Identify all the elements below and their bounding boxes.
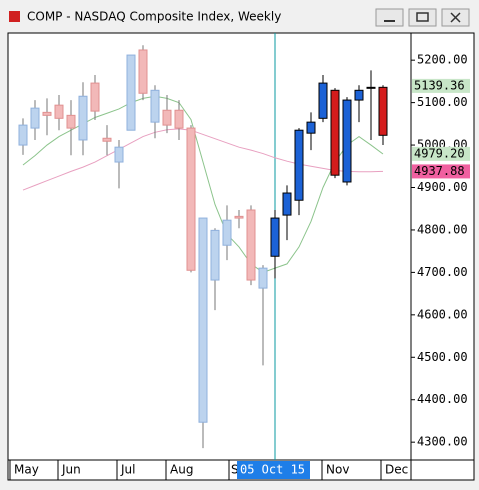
- chart-title: COMP - NASDAQ Composite Index, Weekly: [27, 10, 281, 24]
- price-label: 5139.36: [414, 78, 465, 92]
- candle-body: [318, 82, 328, 119]
- y-tick-label: 4800.00: [417, 222, 468, 236]
- candle-body: [354, 89, 364, 101]
- candle-body: [378, 86, 388, 136]
- candle-body: [258, 267, 268, 289]
- price-label: 4937.88: [414, 164, 465, 178]
- candle-body: [138, 49, 148, 94]
- y-tick-label: 4900.00: [417, 180, 468, 194]
- maximize-button[interactable]: [408, 8, 437, 27]
- candle-body: [222, 219, 232, 246]
- maximize-icon: [416, 12, 429, 22]
- window-buttons: [375, 8, 470, 27]
- x-tick-label: Nov: [326, 463, 349, 477]
- candle-body: [186, 127, 196, 271]
- candle-body: [126, 54, 136, 131]
- candle-body: [342, 99, 352, 183]
- chart-area: [7, 32, 475, 481]
- candle-body: [42, 111, 52, 116]
- y-tick-label: 4700.00: [417, 265, 468, 279]
- candle-body: [246, 209, 256, 281]
- candle-body: [174, 109, 184, 129]
- cursor-label-box: [237, 461, 310, 479]
- window-icon: [9, 11, 20, 22]
- candle-body: [102, 137, 112, 142]
- close-icon: [450, 12, 461, 23]
- candle-body: [78, 95, 88, 141]
- x-tick-label: Jun: [61, 463, 81, 477]
- candle-body: [366, 86, 376, 89]
- candle-body: [198, 217, 208, 423]
- candle-body: [150, 89, 160, 123]
- candle-body: [66, 114, 76, 129]
- y-tick-label: 5100.00: [417, 95, 468, 109]
- x-tick-label: Jul: [120, 463, 135, 477]
- cursor-label: 05 Oct 15: [240, 463, 305, 477]
- candle-body: [210, 229, 220, 281]
- x-tick-label: Aug: [170, 463, 193, 477]
- candle-body: [114, 146, 124, 163]
- y-tick-label: 4600.00: [417, 307, 468, 321]
- y-tick-label: 4400.00: [417, 392, 468, 406]
- candle-body: [90, 82, 100, 112]
- x-tick-label: May: [14, 463, 39, 477]
- minimize-button[interactable]: [375, 8, 404, 27]
- x-tick-label: Dec: [385, 463, 408, 477]
- candle-body: [30, 107, 40, 129]
- x-tick-label: S: [231, 463, 239, 477]
- candle-body: [294, 129, 304, 201]
- y-tick-label: 4500.00: [417, 350, 468, 364]
- price-label-box: [412, 164, 470, 179]
- candle-body: [234, 215, 244, 219]
- candle-body: [306, 121, 316, 134]
- price-label-box: [412, 78, 470, 93]
- candle-body: [330, 89, 340, 176]
- candle-body: [162, 109, 172, 126]
- price-label-box: [412, 146, 470, 161]
- moving-average: [22, 128, 384, 191]
- price-label: 4979.20: [414, 146, 465, 160]
- candle-body: [18, 124, 28, 146]
- y-tick-label: 4300.00: [417, 435, 468, 449]
- candle-body: [270, 217, 280, 257]
- candle-body: [282, 192, 292, 216]
- candle-body: [54, 104, 64, 119]
- y-tick-label: 5200.00: [417, 53, 468, 67]
